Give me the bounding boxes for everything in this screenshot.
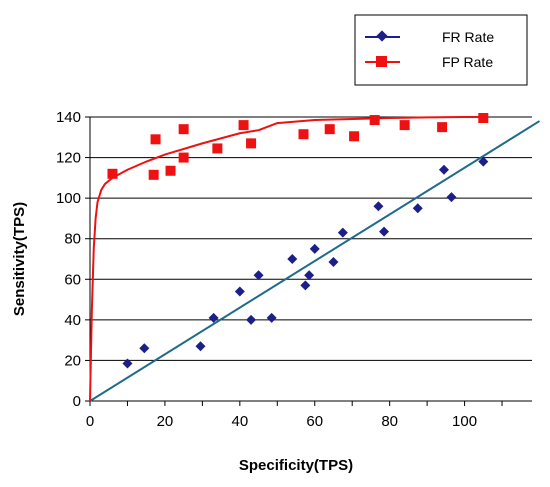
fr-rate-point (337, 227, 348, 238)
legend-label-fp: FP Rate (442, 54, 493, 70)
x-axis-title: Specificity(TPS) (239, 457, 353, 474)
fp-rate-point (212, 143, 223, 154)
fr-rate-point (328, 257, 339, 268)
fp-rate-point (238, 120, 249, 131)
fp-rate-point (399, 120, 410, 131)
fr-rate-point (287, 254, 298, 264)
diagonal-line (89, 120, 541, 402)
fp-rate-point (369, 115, 380, 126)
y-tick-label: 40 (64, 312, 81, 329)
fp-rate-point (478, 113, 489, 124)
fp-rate-point (246, 138, 257, 149)
y-tick-label: 100 (56, 190, 81, 207)
data-points (107, 113, 489, 369)
legend-box (354, 14, 528, 86)
fr-rate-point (304, 270, 315, 281)
tick-labels: 0 20 40 60 80 100 120 140 0 20 40 60 80 100 (56, 109, 477, 430)
y-axis-title: Sensitivity(TPS) (11, 202, 28, 316)
y-tick-label: 120 (56, 150, 81, 167)
x-tick-label: 80 (381, 413, 398, 430)
fr-rate-point (300, 280, 311, 291)
fp-rate-point (349, 131, 360, 142)
fr-rate-point (246, 314, 257, 325)
fp-rate-point (107, 168, 118, 179)
fr-rate-point (122, 358, 133, 369)
fr-rate-point (309, 243, 320, 254)
y-tick-label: 60 (64, 271, 81, 288)
fr-rate-point (478, 156, 489, 167)
fr-rate-point (266, 312, 277, 323)
y-tick-label: 80 (64, 231, 81, 248)
fp-rate-point (178, 152, 189, 163)
fp-rate-point (150, 134, 161, 145)
legend-marker-fp (376, 56, 387, 67)
x-tick-label: 40 (231, 413, 248, 430)
fr-rate-point (208, 312, 219, 323)
legend-label-fr: FR Rate (442, 29, 494, 45)
fr-rate-point (446, 192, 457, 203)
fp-rate-point (148, 169, 159, 180)
fr-rate-point (195, 341, 206, 352)
fp-rate-point (324, 124, 335, 135)
x-tick-label: 100 (452, 413, 477, 430)
fr-rate-point (139, 343, 150, 354)
legend: FR Rate FP Rate (354, 14, 528, 86)
fr-rate-point (234, 286, 245, 297)
y-tick-label: 0 (73, 393, 81, 410)
fr-rate-point (438, 164, 449, 175)
fp-rate-point (178, 124, 189, 135)
fp-rate-point (437, 122, 448, 133)
x-tick-label: 20 (157, 413, 174, 430)
y-tick-label: 140 (56, 109, 81, 126)
fr-rate-point (379, 226, 390, 237)
fp-rate-point (165, 165, 176, 176)
fr-rate-point (373, 201, 384, 212)
fr-rate-point (253, 270, 264, 281)
x-tick-label: 60 (306, 413, 323, 430)
y-tick-label: 20 (64, 352, 81, 369)
fr-rate-point (412, 203, 423, 214)
x-tick-label: 0 (86, 413, 94, 430)
fp-rate-point (298, 129, 309, 140)
